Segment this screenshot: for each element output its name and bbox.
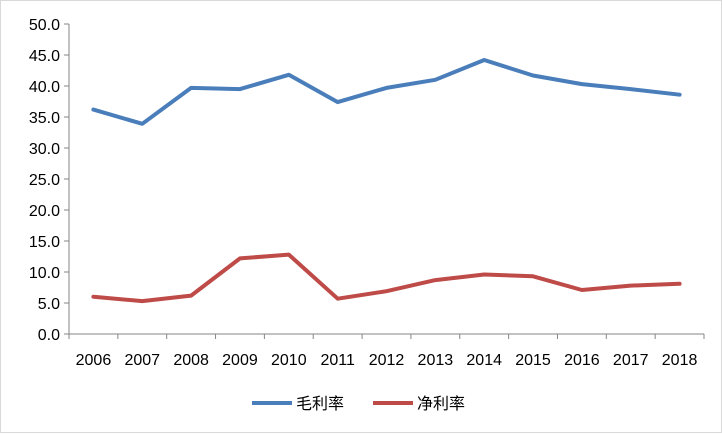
x-tick-label: 2010	[271, 352, 307, 369]
x-tick-label: 2015	[515, 352, 551, 369]
x-tick-label: 2016	[564, 352, 600, 369]
y-tick-label: 40.0	[29, 79, 60, 96]
y-axis-tick-labels: 0.0 5.0 10.0 15.0 20.0 25.0 30.0 35.0 40.0 45.0 50…	[29, 17, 60, 344]
series-line-net-margin	[93, 255, 679, 302]
y-tick-label: 35.0	[29, 110, 60, 127]
x-tick-label: 2012	[369, 352, 405, 369]
y-tick-label: 5.0	[38, 296, 60, 313]
legend-label-gross-margin: 毛利率	[296, 394, 344, 413]
y-tick-label: 15.0	[29, 234, 60, 251]
x-tick-label: 2007	[124, 352, 160, 369]
x-axis-tick-labels: 2006 2007 2008 2009 2010 2011 2012 2013 2014 2015…	[76, 352, 698, 369]
y-tick-label: 50.0	[29, 17, 60, 34]
y-tick-label: 25.0	[29, 172, 60, 189]
legend-label-net-margin: 净利率	[417, 394, 465, 413]
x-tick-label: 2017	[613, 352, 649, 369]
x-tick-label: 2011	[320, 352, 355, 369]
y-tick-label: 20.0	[29, 203, 60, 220]
y-tick-label: 30.0	[29, 141, 60, 158]
series-lines	[93, 60, 679, 301]
y-tick-label: 10.0	[29, 265, 60, 282]
x-tick-label: 2009	[222, 352, 258, 369]
y-tick-label: 45.0	[29, 48, 60, 65]
x-tick-label: 2014	[466, 352, 502, 369]
x-tick-label: 2008	[173, 352, 209, 369]
y-tick-label: 0.0	[38, 327, 60, 344]
x-tick-label: 2013	[418, 352, 454, 369]
series-line-gross-margin	[93, 60, 679, 124]
x-tick-label: 2018	[662, 352, 698, 369]
x-tick-label: 2006	[76, 352, 112, 369]
legend: 毛利率 净利率	[252, 394, 465, 413]
